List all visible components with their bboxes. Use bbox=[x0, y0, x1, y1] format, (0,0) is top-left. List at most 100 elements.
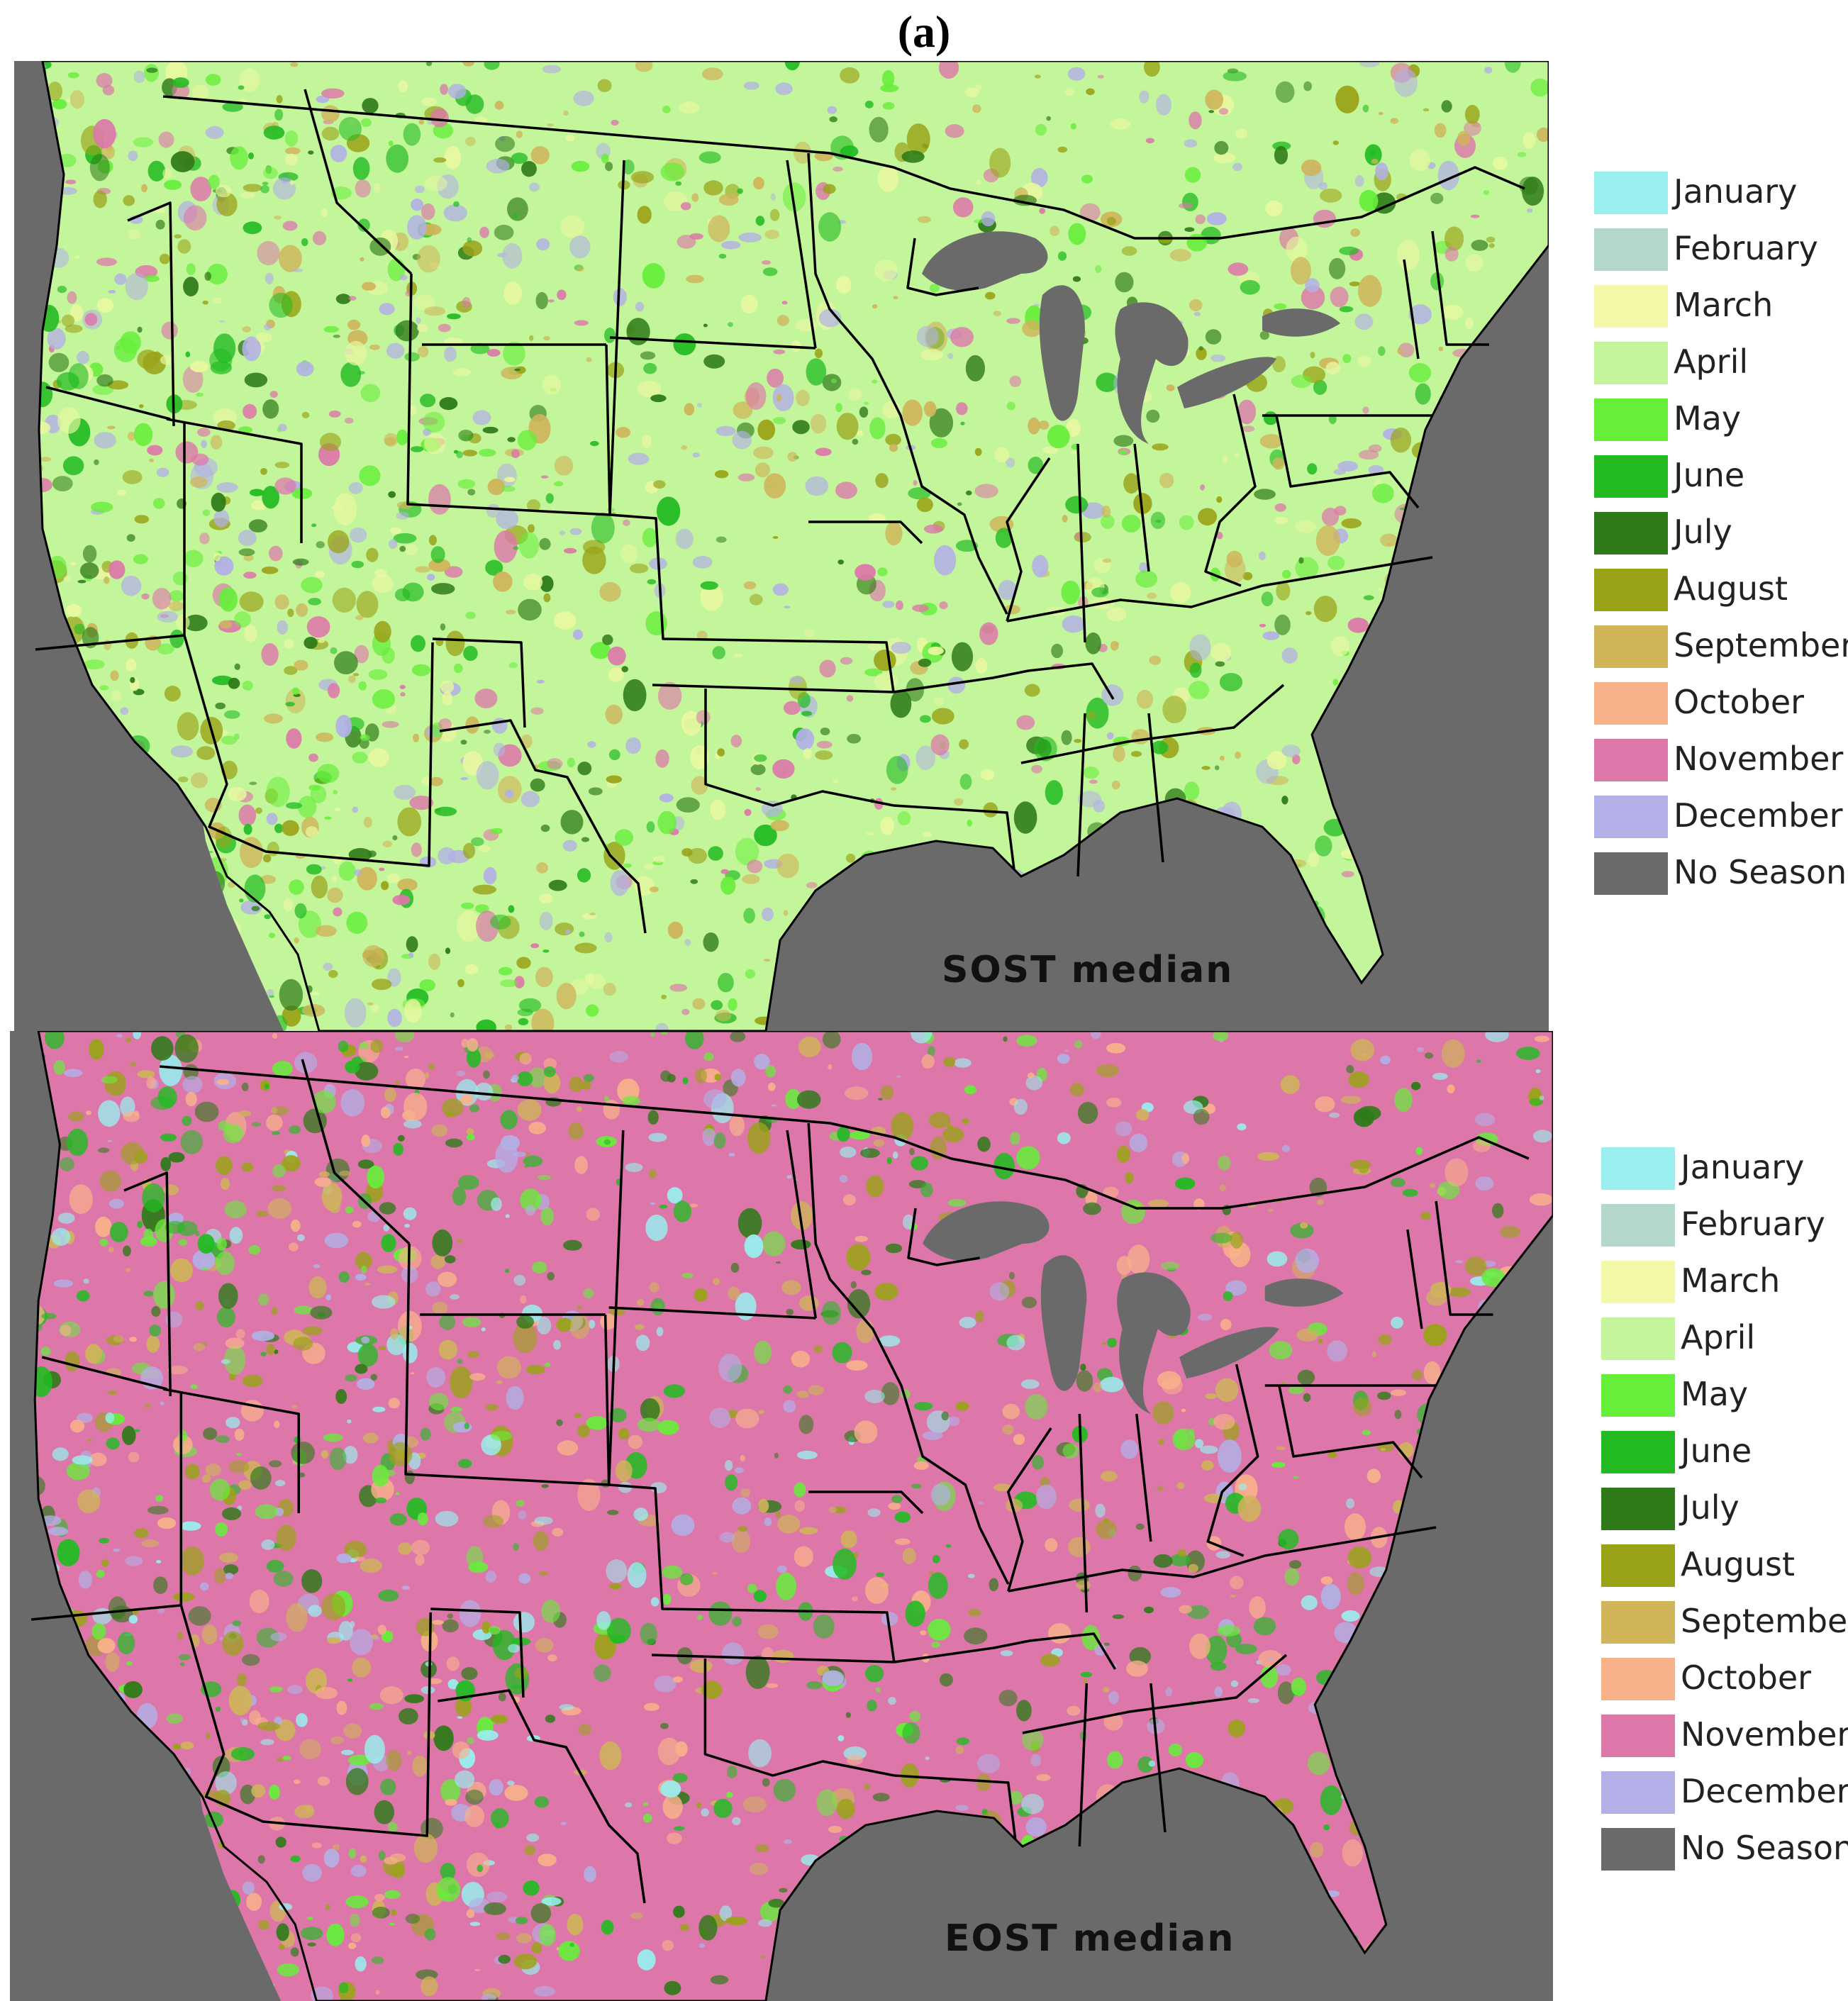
vegetation-patch bbox=[11, 1089, 30, 1109]
vegetation-patch bbox=[45, 1936, 69, 1951]
vegetation-patch bbox=[861, 1269, 872, 1276]
vegetation-patch bbox=[52, 1637, 63, 1648]
vegetation-patch bbox=[1121, 514, 1141, 533]
vegetation-patch bbox=[929, 284, 940, 293]
vegetation-patch bbox=[1219, 755, 1225, 761]
vegetation-patch bbox=[558, 1941, 580, 1961]
vegetation-patch bbox=[266, 1344, 275, 1356]
vegetation-patch bbox=[171, 1926, 182, 1941]
vegetation-patch bbox=[1507, 1316, 1525, 1333]
vegetation-patch bbox=[1038, 420, 1050, 430]
vegetation-patch bbox=[219, 620, 233, 629]
vegetation-patch bbox=[1359, 1790, 1384, 1803]
vegetation-patch bbox=[432, 1620, 444, 1625]
vegetation-patch bbox=[539, 893, 553, 903]
vegetation-patch bbox=[771, 1104, 777, 1107]
vegetation-patch bbox=[1135, 570, 1158, 588]
vegetation-patch bbox=[301, 238, 308, 247]
vegetation-patch bbox=[975, 658, 988, 674]
vegetation-patch bbox=[1202, 1979, 1221, 1989]
vegetation-patch bbox=[395, 1047, 403, 1051]
vegetation-patch bbox=[1157, 1439, 1165, 1445]
vegetation-patch bbox=[963, 848, 980, 859]
vegetation-patch bbox=[1332, 679, 1339, 686]
vegetation-patch bbox=[1485, 1897, 1498, 1905]
vegetation-patch bbox=[1464, 1256, 1487, 1276]
vegetation-patch bbox=[1113, 745, 1125, 762]
vegetation-patch bbox=[108, 1596, 127, 1620]
vegetation-patch bbox=[1257, 1892, 1271, 1903]
vegetation-patch bbox=[513, 1612, 535, 1633]
legend-swatch bbox=[1601, 1715, 1675, 1757]
vegetation-patch bbox=[35, 1913, 36, 1924]
vegetation-patch bbox=[472, 410, 491, 425]
vegetation-patch bbox=[1471, 901, 1492, 912]
vegetation-patch bbox=[352, 673, 360, 676]
state-border bbox=[1431, 230, 1489, 346]
vegetation-patch bbox=[737, 473, 755, 481]
vegetation-patch bbox=[785, 1088, 801, 1110]
vegetation-patch bbox=[1418, 528, 1430, 537]
vegetation-patch bbox=[121, 944, 137, 962]
vegetation-patch bbox=[18, 1521, 23, 1527]
vegetation-patch bbox=[1247, 1985, 1257, 1990]
vegetation-patch bbox=[65, 179, 77, 184]
vegetation-patch bbox=[106, 1437, 120, 1450]
vegetation-patch bbox=[348, 848, 372, 862]
vegetation-patch bbox=[1463, 1830, 1486, 1841]
vegetation-patch bbox=[116, 1034, 123, 1038]
vegetation-patch bbox=[1329, 257, 1346, 279]
vegetation-patch bbox=[892, 889, 908, 908]
vegetation-patch bbox=[274, 823, 284, 834]
vegetation-patch bbox=[403, 1093, 428, 1121]
vegetation-patch bbox=[359, 1042, 369, 1049]
vegetation-patch bbox=[209, 348, 233, 372]
vegetation-patch bbox=[301, 1569, 323, 1593]
vegetation-patch bbox=[1208, 110, 1215, 113]
vegetation-patch bbox=[952, 197, 974, 218]
vegetation-patch bbox=[272, 1061, 293, 1077]
vegetation-patch bbox=[146, 1335, 160, 1353]
vegetation-patch bbox=[275, 1719, 296, 1741]
vegetation-patch bbox=[794, 1546, 813, 1567]
vegetation-patch bbox=[1174, 1429, 1188, 1448]
vegetation-patch bbox=[1477, 1564, 1486, 1571]
vegetation-patch bbox=[1501, 898, 1524, 913]
vegetation-patch bbox=[82, 1992, 95, 2001]
vegetation-patch bbox=[518, 1510, 527, 1520]
vegetation-patch bbox=[41, 1312, 57, 1320]
vegetation-patch bbox=[918, 1954, 925, 1960]
vegetation-patch bbox=[108, 1198, 124, 1209]
vegetation-patch bbox=[588, 787, 603, 796]
vegetation-patch bbox=[128, 229, 140, 240]
vegetation-patch bbox=[1025, 1075, 1043, 1091]
vegetation-patch bbox=[234, 1428, 245, 1441]
vegetation-patch bbox=[405, 1913, 421, 1924]
vegetation-patch bbox=[482, 1070, 490, 1079]
vegetation-patch bbox=[660, 1780, 681, 1798]
vegetation-patch bbox=[1265, 200, 1283, 216]
vegetation-patch bbox=[1432, 1892, 1457, 1914]
vegetation-patch bbox=[248, 519, 267, 533]
vegetation-patch bbox=[174, 1950, 192, 1967]
vegetation-patch bbox=[840, 1530, 857, 1549]
vegetation-patch bbox=[462, 450, 477, 457]
vegetation-patch bbox=[462, 61, 475, 67]
vegetation-patch bbox=[1210, 816, 1218, 827]
vegetation-patch bbox=[525, 1364, 545, 1375]
vegetation-patch bbox=[1394, 1088, 1413, 1112]
vegetation-patch bbox=[1168, 1744, 1182, 1756]
vegetation-patch bbox=[1508, 1895, 1525, 1911]
vegetation-patch bbox=[416, 317, 421, 324]
vegetation-patch bbox=[1276, 581, 1291, 601]
vegetation-patch bbox=[925, 1756, 930, 1761]
vegetation-patch bbox=[251, 905, 260, 912]
vegetation-patch bbox=[213, 1011, 231, 1019]
vegetation-patch bbox=[440, 1779, 461, 1803]
vegetation-patch bbox=[891, 642, 911, 654]
vegetation-patch bbox=[225, 1572, 233, 1580]
vegetation-patch bbox=[877, 165, 899, 192]
vegetation-patch bbox=[1002, 869, 1026, 890]
vegetation-patch bbox=[65, 604, 82, 618]
vegetation-patch bbox=[776, 1572, 796, 1600]
